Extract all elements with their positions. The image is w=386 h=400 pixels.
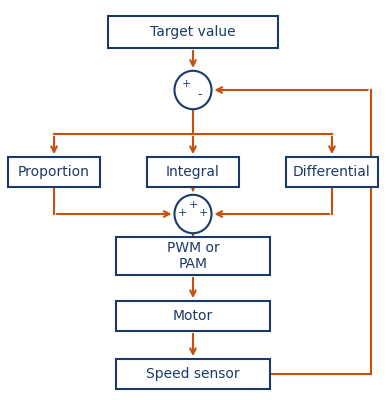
- Text: Differential: Differential: [293, 165, 371, 179]
- FancyBboxPatch shape: [286, 157, 378, 187]
- Text: Integral: Integral: [166, 165, 220, 179]
- Circle shape: [174, 71, 212, 109]
- Text: Speed sensor: Speed sensor: [146, 367, 240, 381]
- Text: +: +: [178, 208, 187, 218]
- Text: +: +: [182, 78, 191, 88]
- Text: -: -: [197, 88, 201, 101]
- Circle shape: [174, 195, 212, 233]
- Text: PWM or
PAM: PWM or PAM: [167, 241, 219, 271]
- Text: Target value: Target value: [150, 25, 236, 39]
- FancyBboxPatch shape: [116, 237, 270, 275]
- Text: +: +: [199, 208, 208, 218]
- FancyBboxPatch shape: [116, 359, 270, 389]
- Text: +: +: [189, 200, 198, 210]
- Text: Proportion: Proportion: [18, 165, 90, 179]
- FancyBboxPatch shape: [8, 157, 100, 187]
- Text: Motor: Motor: [173, 309, 213, 323]
- FancyBboxPatch shape: [147, 157, 239, 187]
- FancyBboxPatch shape: [116, 301, 270, 331]
- FancyBboxPatch shape: [108, 16, 278, 48]
